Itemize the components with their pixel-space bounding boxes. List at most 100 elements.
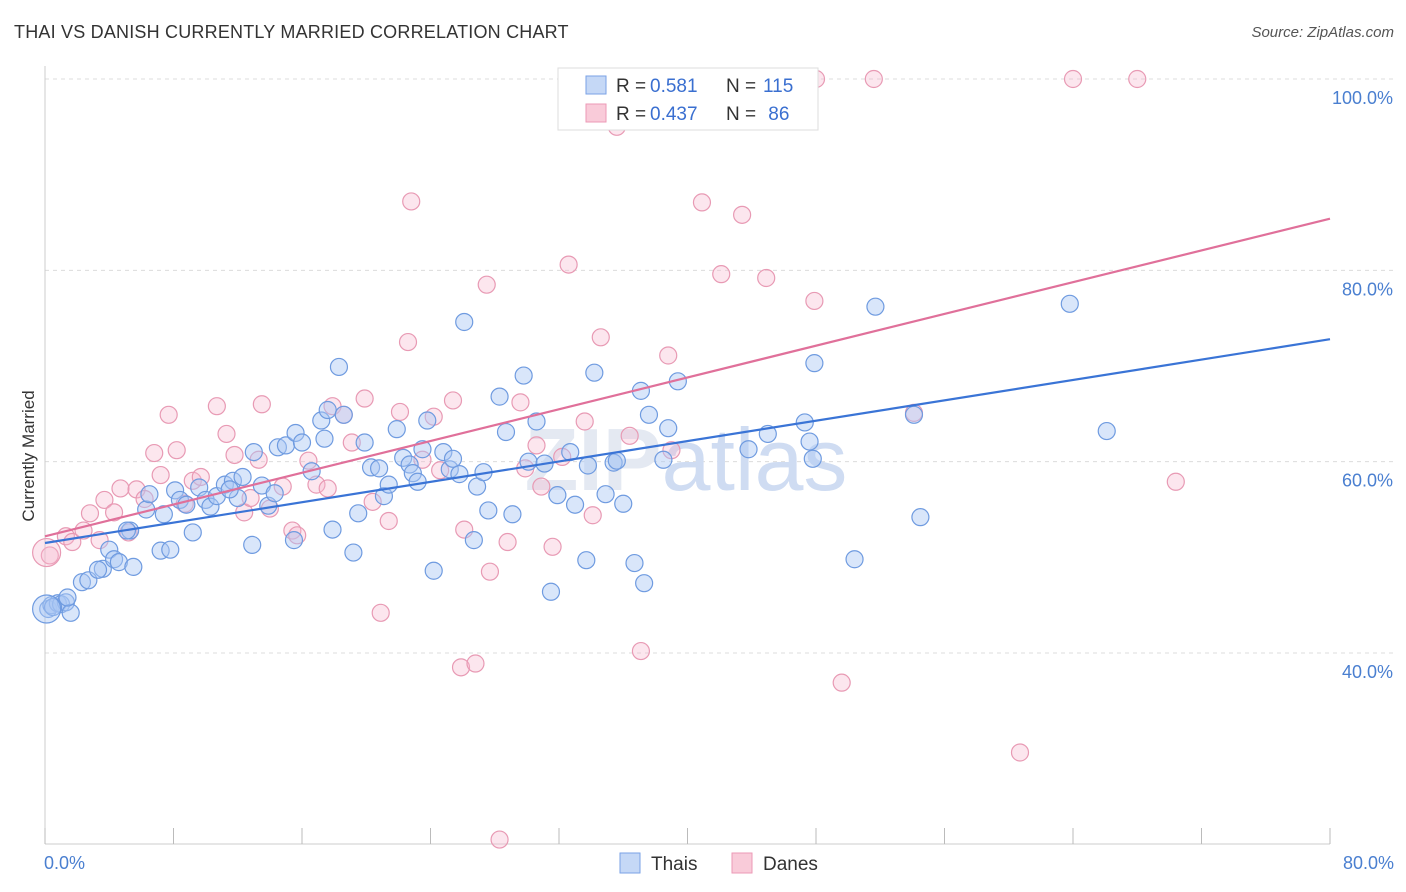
thais-point (424, 561, 443, 580)
danes-point (111, 479, 130, 498)
thais-point (161, 540, 180, 559)
grid-lines (45, 78, 1395, 654)
danes-point (490, 830, 509, 849)
chart-source: Source: ZipAtlas.com (1251, 24, 1394, 41)
danes-point (1063, 69, 1083, 89)
thais-point (318, 400, 337, 420)
thais-point (104, 550, 124, 569)
x-tick-max: 80.0% (1343, 853, 1394, 873)
danes-point (477, 275, 496, 294)
danes-point (631, 641, 651, 661)
thais-point (635, 574, 654, 593)
thais-point (88, 560, 108, 579)
danes-point (575, 412, 594, 431)
thais-point (265, 484, 284, 503)
thais-point (286, 423, 305, 443)
thais-point (394, 448, 413, 467)
thais-point (284, 531, 304, 550)
danes-point (583, 506, 602, 525)
danes-point (559, 255, 578, 274)
axes (44, 66, 1331, 845)
thais-point (244, 443, 263, 462)
legend-danes-n-label: N = (726, 104, 756, 125)
danes-point (217, 424, 236, 444)
y-tick-label: 60.0% (1342, 471, 1393, 491)
thais-point-large (32, 594, 62, 624)
legend-swatch-danes (585, 103, 607, 123)
danes-point (466, 654, 485, 673)
chart-title: THAI VS DANISH CURRENTLY MARRIED CORRELA… (14, 22, 569, 42)
thais-point (639, 405, 659, 424)
legend-danes-n: 86 (763, 104, 789, 125)
thais-point (845, 550, 864, 569)
danes-point-large (32, 537, 62, 568)
legend-danes-r: 0.437 (650, 104, 698, 125)
danes-point (1128, 69, 1147, 89)
thais-point (344, 543, 363, 562)
danes-point (167, 441, 186, 460)
y-tick-label: 80.0% (1342, 279, 1393, 299)
thais-point (911, 508, 930, 527)
thais-point (455, 312, 474, 332)
legend-thais-r-label: R = (616, 76, 646, 97)
danes-points (32, 69, 1185, 849)
danes-point (532, 477, 551, 496)
danes-point (659, 346, 678, 365)
thais-point (450, 465, 469, 484)
thais-point (183, 523, 202, 542)
thais-point (329, 357, 349, 377)
watermark: ZIPatlas (525, 410, 848, 509)
danes-point (1010, 743, 1030, 762)
thais-point (1097, 421, 1116, 441)
thais-point (596, 485, 615, 504)
danes-point (390, 402, 410, 422)
thais-point (323, 520, 342, 539)
danes-point (757, 268, 776, 288)
thais-point (349, 504, 368, 523)
legend-box: R = 0.581 N = 115 R = 0.437 N = 86 (557, 67, 819, 131)
thais-point (312, 411, 331, 430)
thais-point (1060, 294, 1079, 313)
danes-point (104, 503, 124, 522)
thais-point (514, 366, 533, 385)
danes-point (443, 391, 463, 410)
danes-trend-line (44, 217, 1331, 538)
danes-point (511, 393, 530, 412)
danes-point (371, 603, 390, 622)
y-tick-labels: 40.0% 60.0% 80.0% 100.0% (1332, 88, 1393, 682)
thais-point (387, 420, 406, 439)
bottom-legend-danes: Danes (763, 854, 818, 875)
thais-point (124, 557, 143, 577)
thais-point (100, 540, 119, 559)
thais-point (866, 297, 885, 316)
danes-point (733, 205, 752, 224)
trend-lines (44, 217, 1331, 545)
danes-point (543, 537, 562, 556)
thais-point (496, 422, 516, 442)
thais-point (659, 419, 678, 438)
thais-point (151, 541, 170, 560)
thais-point (408, 472, 427, 491)
danes-point (431, 461, 450, 480)
bottom-legend-swatch-danes (731, 852, 753, 874)
thais-point (355, 433, 374, 452)
thais-points (32, 294, 1116, 624)
danes-point (527, 436, 546, 455)
thais-point (625, 553, 644, 573)
thais-point (72, 573, 92, 592)
thais-point (614, 494, 633, 513)
danes-point (299, 451, 318, 470)
danes-point (864, 69, 883, 89)
legend-thais-n-label: N = (726, 76, 756, 97)
thais-point (541, 582, 561, 601)
danes-point (307, 475, 326, 494)
thais-point (904, 405, 924, 424)
danes-point (252, 395, 271, 414)
thais-point (800, 432, 819, 451)
thais-point (109, 553, 128, 572)
danes-point (805, 291, 824, 311)
danes-point (207, 397, 226, 416)
thais-point (527, 412, 546, 431)
thais-point (479, 501, 498, 520)
